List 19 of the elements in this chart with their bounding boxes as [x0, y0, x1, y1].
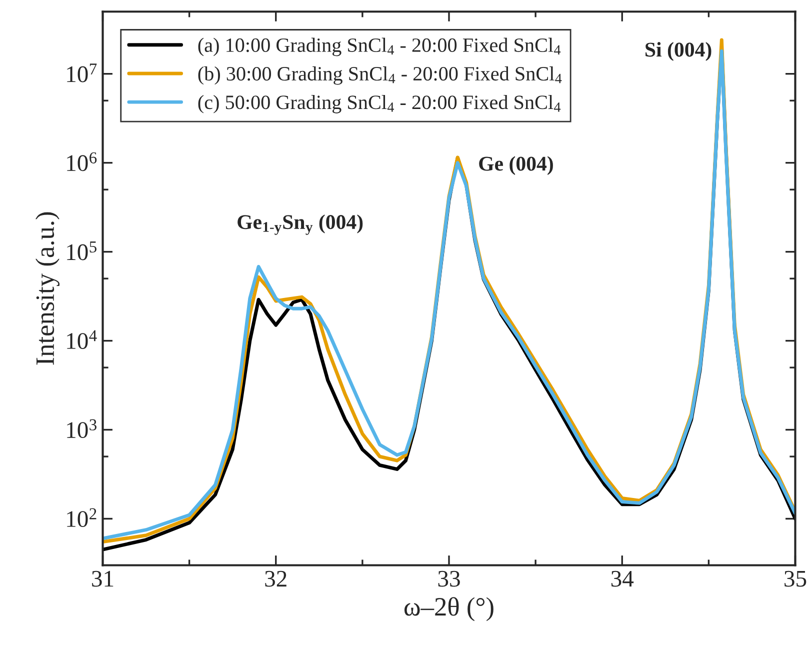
x-tick-label: 35: [784, 570, 806, 587]
annotation: Ge$_{1-y}$Sn$_{y}$ (004): [238, 214, 363, 235]
annotation: Si (004): [646, 42, 712, 61]
x-tick-label: 31: [92, 570, 114, 587]
y-tick-label: 10$^{2}$: [67, 508, 96, 528]
x-tick-label: 33: [438, 570, 460, 587]
x-tick-label: 34: [611, 570, 634, 587]
legend-label: (b) 30:00 Grading SnCl$_{4}$ - 20:00 Fixed SnCl$_{4}$: [198, 66, 562, 85]
x-axis-title: ω–2θ (°): [404, 597, 494, 622]
y-tick-label: 10$^{4}$: [67, 330, 97, 349]
y-tick-label: 10$^{6}$: [67, 152, 97, 172]
y-tick-label: 10$^{7}$: [67, 64, 97, 82]
x-tick-label: 32: [265, 570, 286, 587]
y-tick-label: 10$^{3}$: [67, 419, 96, 438]
legend-label: (c) 50:00 Grading SnCl$_{4}$ - 20:00 Fixed SnCl$_{4}$: [198, 95, 561, 114]
y-axis-title: Intensity (a.u.): [36, 212, 60, 365]
annotation: Ge (004): [479, 156, 553, 175]
y-tick-label: 10$^{5}$: [67, 242, 96, 260]
legend-label: (a) 10:00 Grading SnCl$_{4}$ - 20:00 Fixed SnCl$_{4}$: [198, 38, 561, 56]
